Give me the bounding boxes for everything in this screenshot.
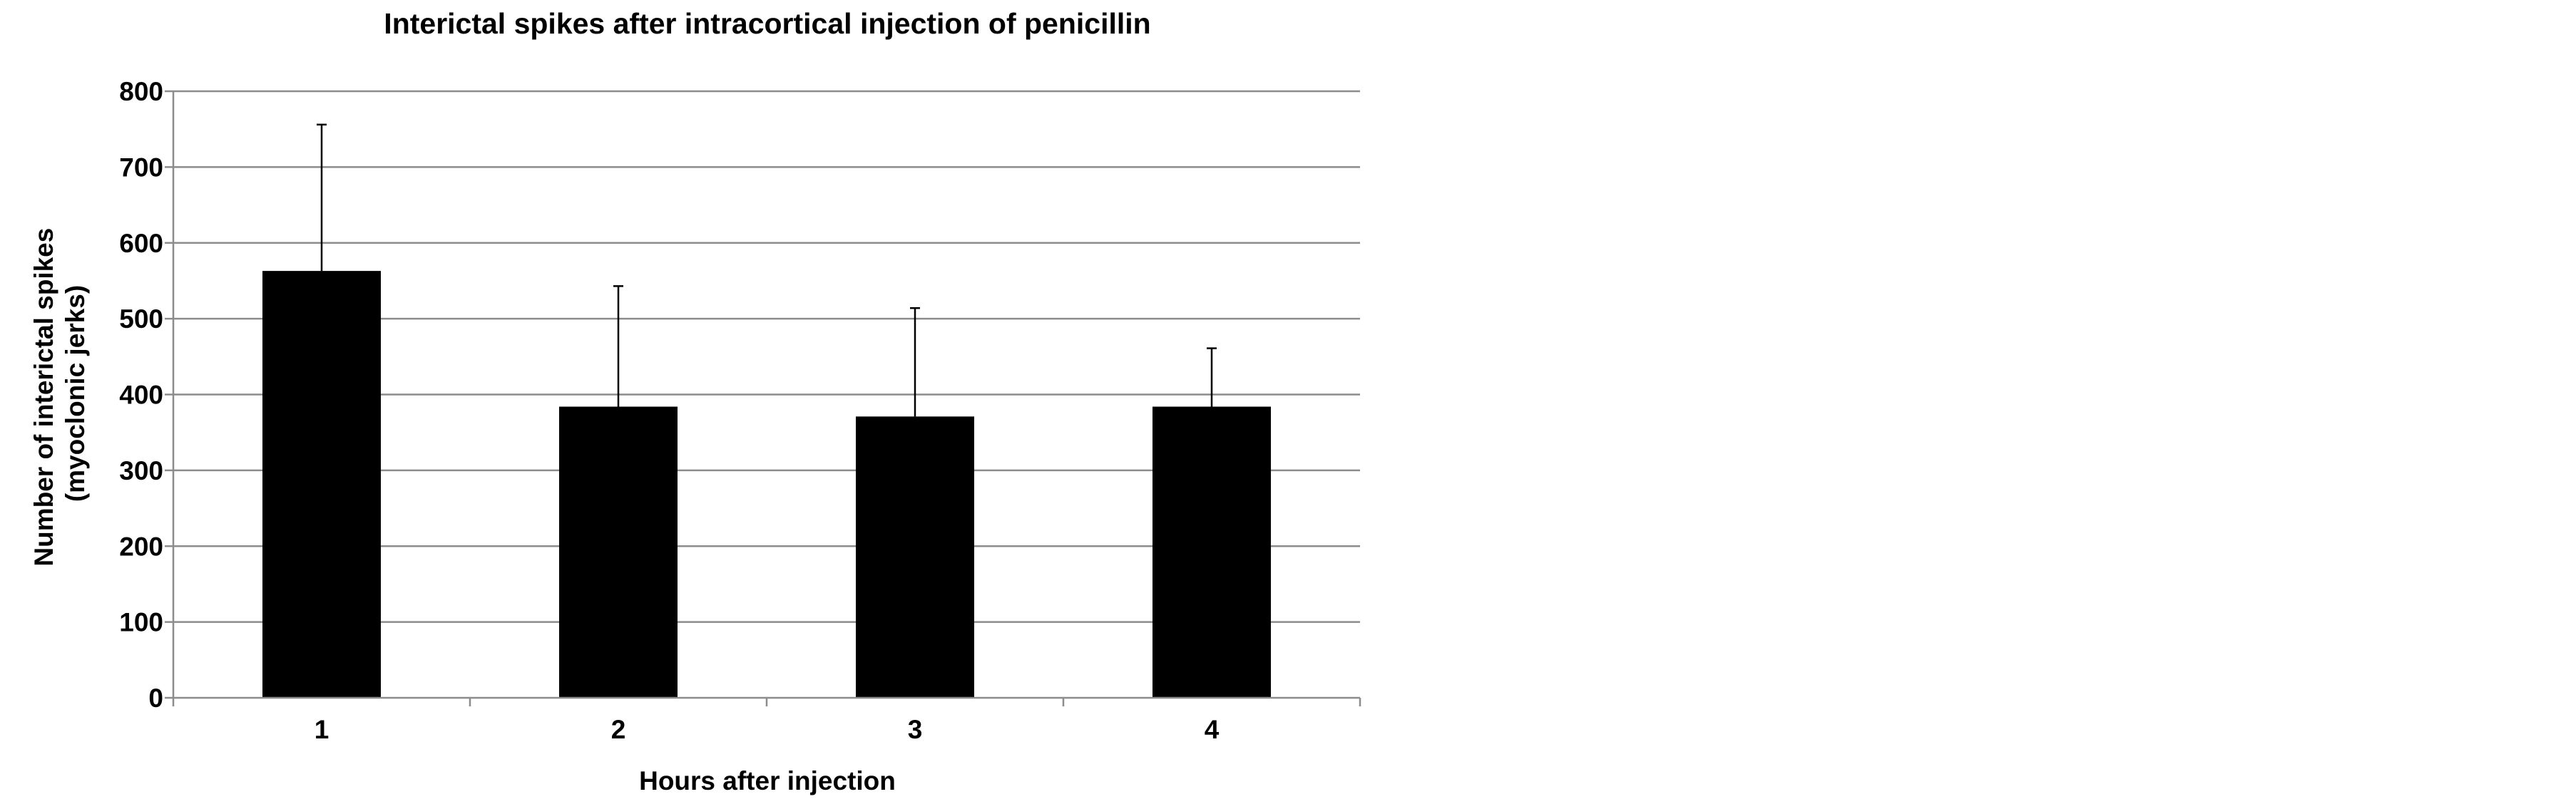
y-tick-label: 700 [119, 153, 163, 182]
y-axis-label-line-1: Number of interictal spikes [29, 228, 58, 567]
y-axis-label: Number of interictal spikes (myoclonic j… [29, 220, 90, 566]
bar-2 [559, 406, 678, 698]
y-tick-label: 500 [119, 304, 163, 334]
y-tick-labels: 0 100 200 300 400 500 600 700 800 [119, 77, 163, 713]
error-bar-1 [317, 123, 327, 272]
y-tick-label: 800 [119, 77, 163, 106]
x-axis [172, 91, 1361, 706]
y-axis-label-line-2: (myoclonic jerks) [61, 285, 90, 502]
y-tick-label: 300 [119, 456, 163, 485]
y-tick-label: 400 [119, 381, 163, 410]
y-tick-label: 100 [119, 608, 163, 637]
chart-title: Interictal spikes after intracortical in… [384, 7, 1150, 40]
x-tick-labels: 1 2 3 4 [315, 715, 1220, 744]
y-tick-label: 600 [119, 229, 163, 258]
bar-1 [262, 271, 381, 698]
error-bar-2 [613, 285, 623, 407]
error-bar-3 [910, 306, 920, 417]
x-tick-label: 4 [1205, 715, 1220, 744]
error-bars [317, 123, 1217, 417]
y-tick-label: 0 [148, 684, 163, 713]
x-axis-label: Hours after injection [639, 766, 896, 795]
y-tick-label: 200 [119, 532, 163, 561]
x-tick-label: 1 [315, 715, 329, 744]
x-tick-label: 3 [908, 715, 923, 744]
bars [262, 271, 1271, 698]
error-bar-4 [1207, 347, 1217, 407]
bar-3 [856, 416, 974, 698]
bar-4 [1152, 406, 1271, 698]
x-tick-label: 2 [611, 715, 626, 744]
